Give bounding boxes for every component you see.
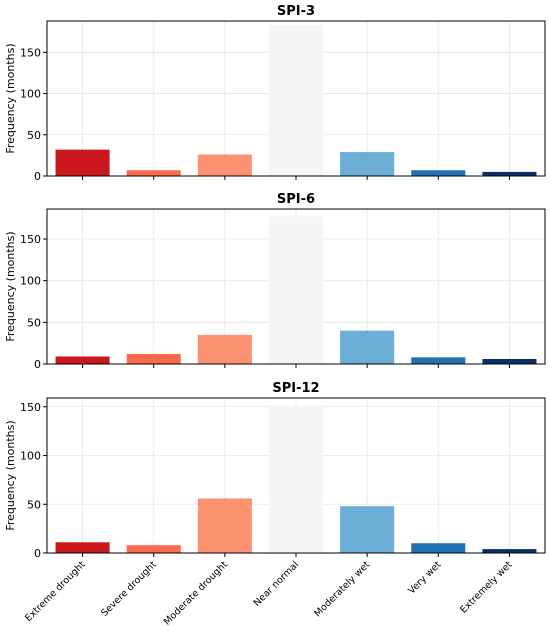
y-axis-label: Frequency (months) <box>4 231 17 341</box>
bar-severe-drought <box>126 170 181 176</box>
bar-near-normal <box>268 25 324 176</box>
bar-very-wet <box>411 543 466 553</box>
bar-very-wet <box>411 357 466 364</box>
chart-panel-spi-12: 0 50 100 150 SPI-12 Frequency (months) Extreme… <box>4 381 546 627</box>
chart-panel-spi-3: 0 50 100 150 SPI-3 Frequency (months) <box>4 4 546 183</box>
bar-moderately-wet <box>340 152 395 176</box>
x-tick-label-severe-drought: Severe drought <box>99 559 159 619</box>
bar-very-wet <box>411 170 466 176</box>
bar-extremely-wet <box>482 359 537 364</box>
y-tick-label: 50 <box>27 316 41 329</box>
bar-extremely-wet <box>482 549 537 553</box>
y-tick-label: 0 <box>34 170 41 183</box>
x-tick-label-extremely-wet: Extremely wet <box>458 559 514 615</box>
y-tick-label: 150 <box>20 46 41 59</box>
bar-moderately-wet <box>340 506 395 553</box>
bar-moderately-wet <box>340 330 395 364</box>
y-tick-label: 0 <box>34 358 41 371</box>
bar-severe-drought <box>126 354 181 364</box>
bar-near-normal <box>268 404 324 553</box>
bar-severe-drought <box>126 545 181 553</box>
bar-moderate-drought <box>197 498 252 553</box>
y-tick-label: 150 <box>20 401 41 414</box>
y-tick-label: 100 <box>20 88 41 101</box>
x-tick-label-very-wet: Very wet <box>406 559 443 596</box>
x-tick-label-near-normal: Near normal <box>252 559 301 608</box>
y-tick-label: 150 <box>20 233 41 246</box>
bar-moderate-drought <box>197 334 252 364</box>
y-tick-label: 50 <box>27 129 41 142</box>
bar-extreme-drought <box>55 542 110 553</box>
y-tick-label: 0 <box>34 547 41 560</box>
y-tick-label: 50 <box>27 498 41 511</box>
y-axis-label: Frequency (months) <box>4 420 17 530</box>
bar-moderate-drought <box>197 154 252 176</box>
bar-extreme-drought <box>55 149 110 176</box>
chart-title: SPI-12 <box>272 381 319 396</box>
bar-extremely-wet <box>482 171 537 176</box>
bar-extreme-drought <box>55 356 110 364</box>
x-tick-label-extreme-drought: Extreme drought <box>23 559 88 624</box>
chart-panel-spi-6: 0 50 100 150 SPI-6 Frequency (months) <box>4 192 546 371</box>
chart-title: SPI-6 <box>277 192 315 207</box>
y-axis-label: Frequency (months) <box>4 43 17 153</box>
bar-near-normal <box>268 216 324 364</box>
x-tick-label-moderately-wet: Moderately wet <box>312 559 372 619</box>
x-tick-label-moderate-drought: Moderate drought <box>162 559 230 627</box>
chart-title: SPI-3 <box>277 4 315 19</box>
y-tick-label: 100 <box>20 450 41 463</box>
y-tick-label: 100 <box>20 275 41 288</box>
